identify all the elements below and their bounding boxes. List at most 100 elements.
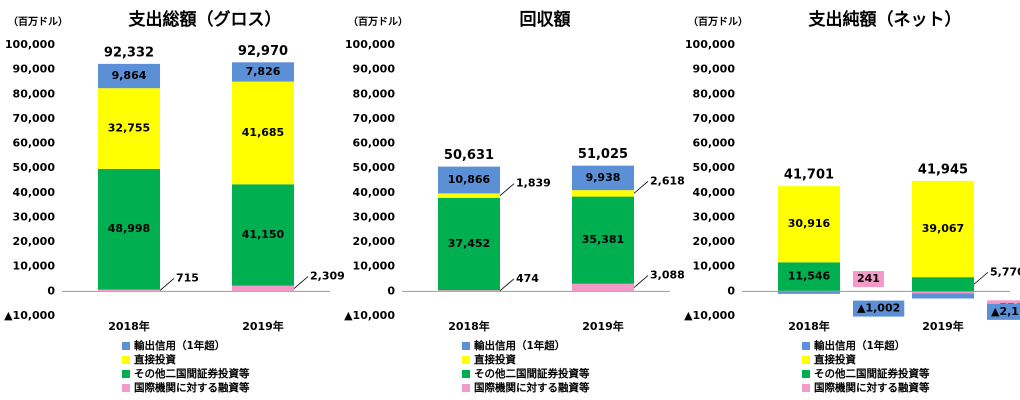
leader-line (633, 181, 649, 194)
value-label: 474 (516, 272, 539, 285)
value-label: 39,067 (922, 222, 964, 235)
bar-segment (98, 289, 160, 292)
y-tick-label: 70,000 (13, 112, 56, 125)
value-label: 2,309 (310, 270, 345, 283)
value-label: 41,150 (242, 228, 285, 241)
unit-label: （百万ドル） (8, 15, 68, 28)
legend-label: 直接投資 (474, 353, 516, 366)
y-tick-label: 20,000 (353, 235, 396, 248)
y-tick-label: 20,000 (13, 235, 56, 248)
value-callout: ▲1,002 (853, 300, 905, 317)
y-tick-label: 70,000 (353, 112, 396, 125)
y-tick-label: 90,000 (13, 63, 56, 76)
x-tick-label: 2019年 (242, 319, 284, 333)
value-label: 7,826 (246, 65, 281, 78)
bar-segment (438, 166, 500, 194)
x-tick-label: 2018年 (448, 319, 490, 333)
value-callout: 241 (853, 271, 884, 288)
y-tick-label: 100,000 (5, 38, 55, 51)
leader-line (159, 278, 175, 291)
bar-segment (778, 291, 840, 294)
bar-segment (438, 193, 500, 198)
legend-label: その他二国間証券投資等 (474, 367, 590, 380)
y-tick-label: 0 (727, 284, 735, 297)
y-tick-label: ▲10,000 (344, 309, 395, 322)
legend-label: 輸出信用（1年超） (134, 339, 225, 352)
y-tick-label: ▲10,000 (684, 309, 735, 322)
y-tick-label: 90,000 (693, 63, 736, 76)
y-tick-label: 40,000 (693, 186, 736, 199)
legend-swatch (462, 384, 470, 392)
legend-swatch (122, 342, 130, 350)
bar-segment (98, 63, 160, 89)
bar-segment (912, 277, 974, 292)
y-tick-label: 40,000 (353, 186, 396, 199)
x-tick-label: 2019年 (922, 319, 964, 333)
y-tick-label: 10,000 (13, 260, 56, 273)
bar-segment (232, 184, 294, 286)
legend-label: 直接投資 (134, 353, 176, 366)
bar-segment (98, 168, 160, 290)
legend-swatch (462, 356, 470, 364)
value-label: 10,866 (448, 173, 491, 186)
chart-title: 回収額 (520, 9, 571, 30)
value-label: 30,916 (788, 217, 831, 230)
value-label: ▲1,002 (857, 302, 900, 315)
y-tick-label: 80,000 (353, 87, 396, 100)
callout-box (987, 303, 1020, 320)
legend-label: 国際機関に対する融資等 (134, 381, 250, 394)
legend-label: 輸出信用（1年超） (814, 339, 905, 352)
y-tick-label: 40,000 (13, 186, 56, 199)
y-tick-label: 50,000 (693, 161, 736, 174)
bar-segment (232, 81, 294, 185)
bar-segment (912, 291, 974, 294)
y-tick-label: 10,000 (693, 260, 736, 273)
x-tick-label: 2018年 (108, 319, 150, 333)
value-label: ▲2,112 (991, 305, 1020, 318)
value-label: 35,381 (582, 233, 624, 246)
value-label: 32,755 (108, 122, 150, 135)
chart-title: 支出純額（ネット） (809, 9, 962, 30)
value-label: 1,839 (516, 177, 551, 190)
leader-line (973, 271, 989, 285)
bar-segment (778, 262, 840, 291)
total-label: 41,701 (784, 168, 834, 183)
y-tick-label: 80,000 (693, 87, 736, 100)
x-tick-label: 2018年 (788, 319, 830, 333)
total-label: 92,970 (238, 44, 288, 59)
legend-swatch (802, 356, 810, 364)
leader-line (293, 276, 309, 289)
value-label: 5,770 (990, 265, 1020, 278)
value-label: 3,088 (650, 269, 685, 282)
legend-swatch (802, 342, 810, 350)
y-tick-label: 30,000 (353, 210, 396, 223)
value-label: 37,452 (448, 237, 490, 250)
legend-label: 直接投資 (814, 353, 856, 366)
y-tick-label: 60,000 (13, 137, 56, 150)
value-label: 2,618 (650, 174, 685, 187)
y-tick-label: 60,000 (353, 137, 396, 150)
legend-swatch (122, 384, 130, 392)
callout-box (853, 300, 905, 317)
value-label: 41,685 (242, 126, 284, 139)
y-tick-label: 0 (47, 284, 55, 297)
y-tick-label: 50,000 (353, 161, 396, 174)
value-label: 11,546 (788, 270, 831, 283)
bar-segment (98, 88, 160, 169)
legend-swatch (122, 356, 130, 364)
callout-box (853, 271, 884, 288)
y-tick-label: 90,000 (353, 63, 396, 76)
y-tick-label: 0 (387, 284, 395, 297)
value-label: 715 (176, 271, 199, 284)
y-tick-label: 80,000 (13, 87, 56, 100)
value-label: 9,864 (112, 69, 147, 82)
x-tick-label: 2019年 (582, 319, 624, 333)
y-tick-label: 30,000 (693, 210, 736, 223)
leader-line (633, 275, 649, 288)
value-label: 241 (857, 272, 880, 285)
value-callout: ▲2,112 (987, 303, 1020, 320)
legend-label: 国際機関に対する融資等 (814, 381, 930, 394)
y-tick-label: 100,000 (345, 38, 395, 51)
value-label: 9,938 (586, 171, 621, 184)
